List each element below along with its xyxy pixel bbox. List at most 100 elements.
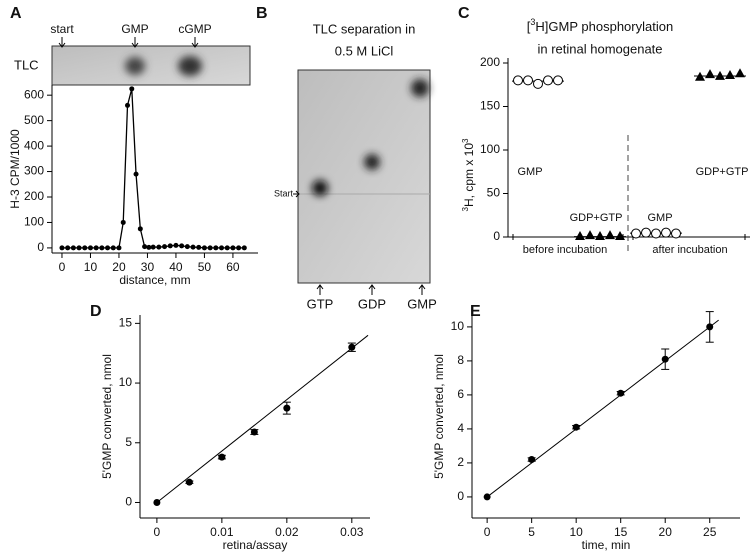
- x-tick-label: 20: [112, 260, 126, 274]
- title: [3H]GMP phosphorylation: [527, 17, 673, 34]
- arrow-head: [191, 42, 199, 48]
- data-point: [533, 78, 543, 89]
- data-point: [173, 242, 179, 248]
- spot: [411, 79, 429, 97]
- data-point: [213, 245, 219, 251]
- x-tick-label: 0.02: [275, 525, 299, 539]
- tlc-plate: [297, 69, 431, 284]
- panel-label: B: [256, 5, 268, 22]
- fit-line: [156, 334, 369, 503]
- data-point: [631, 228, 641, 239]
- data-point: [348, 343, 356, 351]
- y-axis-label: 5'GMP converted, nmol: [432, 354, 446, 479]
- data-point: [167, 243, 173, 249]
- data-point: [617, 389, 625, 397]
- y-tick-label: 200: [480, 55, 500, 69]
- title-sup: 3: [530, 17, 535, 27]
- tlc-strip: [51, 45, 251, 86]
- series-label: GDP+GTP: [570, 212, 623, 224]
- data-point: [224, 245, 230, 251]
- y-label-part: H, cpm x 10: [462, 143, 476, 207]
- image-label: TLC: [14, 57, 39, 72]
- data-point: [661, 355, 669, 363]
- image-annotation: GMP: [121, 22, 148, 36]
- panel-label: E: [470, 303, 481, 320]
- x-tick-label: 0.03: [340, 525, 364, 539]
- data-point: [120, 219, 126, 225]
- data-point: [196, 244, 202, 250]
- y-tick-label: 200: [24, 189, 44, 203]
- y-tick-label: 6: [457, 387, 464, 401]
- title: in retinal homogenate: [537, 41, 662, 56]
- data-point: [735, 68, 745, 78]
- data-point: [230, 245, 236, 251]
- data-point: [207, 245, 213, 251]
- data-point: [705, 69, 715, 79]
- title: 0.5 M LiCl: [335, 43, 394, 58]
- x-tick-label: 50: [198, 260, 212, 274]
- arrow-head: [368, 284, 376, 290]
- data-point: [87, 245, 93, 251]
- y-tick-label: 0: [493, 229, 500, 243]
- data-point: [605, 230, 615, 240]
- y-tick-label: 600: [24, 87, 44, 101]
- y-tick-label: 15: [119, 316, 133, 330]
- y-tick-label: 0: [125, 495, 132, 509]
- y-tick-label: 100: [480, 142, 500, 156]
- x-tick-label: 0: [484, 525, 491, 539]
- y-tick-label: 500: [24, 113, 44, 127]
- lane-label: GTP: [307, 296, 334, 311]
- data-point: [129, 86, 135, 92]
- data-point: [241, 245, 247, 251]
- y-tick-label: 5: [125, 435, 132, 449]
- x-tick-label: 25: [703, 525, 717, 539]
- x-tick-label: 10: [84, 260, 98, 274]
- data-point: [615, 231, 625, 240]
- y-tick-label: 0: [457, 489, 464, 503]
- spot: [312, 180, 328, 196]
- data-point: [283, 404, 291, 412]
- x-tick-label: 40: [169, 260, 183, 274]
- panel-label: A: [10, 5, 22, 22]
- data-point: [142, 244, 148, 250]
- data-point: [695, 71, 705, 81]
- data-point: [190, 244, 196, 250]
- data-point: [93, 245, 99, 251]
- series-label: GMP: [517, 166, 542, 178]
- data-point: [116, 245, 122, 251]
- x-tick-label: 30: [141, 260, 155, 274]
- data-point: [651, 228, 661, 239]
- x-tick-label: 0.01: [210, 525, 234, 539]
- spot: [125, 57, 145, 75]
- data-line: [61, 88, 245, 249]
- arrow-head: [316, 284, 324, 290]
- data-point: [236, 245, 242, 251]
- panel-label: C: [458, 5, 470, 22]
- y-tick-label: 50: [487, 186, 501, 200]
- data-point: [153, 498, 161, 506]
- spot: [178, 56, 202, 76]
- data-point: [543, 75, 553, 86]
- data-point: [99, 245, 105, 251]
- data-point: [125, 102, 131, 108]
- x-tick-label: 60: [226, 260, 240, 274]
- x-tick-label: 0: [154, 525, 161, 539]
- data-point: [706, 323, 714, 331]
- x-axis-label: time, min: [582, 538, 631, 552]
- data-point: [553, 75, 563, 86]
- x-tick-label: 0: [59, 260, 66, 274]
- panel-label: D: [90, 303, 102, 320]
- data-point: [146, 244, 152, 250]
- data-point: [201, 245, 207, 251]
- data-point: [715, 70, 725, 80]
- category-label: after incubation: [652, 244, 727, 256]
- title: TLC separation in: [313, 21, 416, 36]
- data-point: [65, 245, 71, 251]
- data-point: [156, 244, 162, 250]
- arrow-head: [58, 42, 66, 48]
- data-point: [184, 244, 190, 250]
- y-tick-label: 8: [457, 353, 464, 367]
- y-tick-label: 150: [480, 99, 500, 113]
- y-tick-label: 400: [24, 138, 44, 152]
